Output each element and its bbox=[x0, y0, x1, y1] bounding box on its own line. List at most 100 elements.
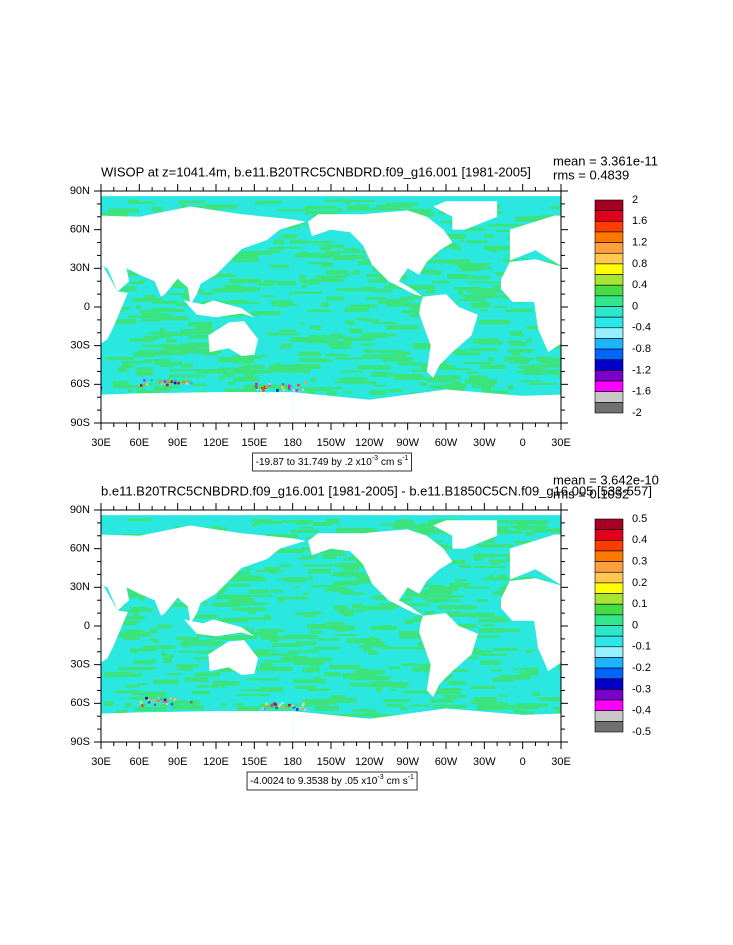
field-patch bbox=[375, 687, 383, 692]
field-patch bbox=[372, 714, 405, 718]
field-patch bbox=[426, 377, 455, 383]
lat-label: 90N bbox=[70, 504, 90, 516]
field-patch bbox=[342, 248, 355, 251]
field-patch bbox=[325, 588, 348, 592]
field-patch bbox=[143, 294, 156, 298]
speckle bbox=[4, 560, 7, 563]
field-patch bbox=[517, 522, 528, 526]
speckle bbox=[6, 698, 9, 701]
field-patch bbox=[350, 304, 378, 308]
land bbox=[509, 215, 561, 266]
field-patch bbox=[392, 524, 424, 529]
field-patch bbox=[330, 695, 346, 699]
speckle bbox=[295, 389, 298, 392]
speckle bbox=[4, 240, 7, 243]
field-patch bbox=[473, 565, 507, 569]
field-patch bbox=[236, 693, 270, 697]
speckle bbox=[17, 565, 20, 568]
lon-label: 90E bbox=[168, 756, 188, 768]
field-patch bbox=[320, 275, 347, 278]
field-patch bbox=[480, 309, 488, 312]
field-patch bbox=[405, 592, 432, 598]
land bbox=[500, 578, 561, 672]
speckle bbox=[189, 700, 193, 704]
speckle bbox=[0, 254, 1, 257]
land bbox=[668, 321, 718, 356]
speckle bbox=[0, 246, 3, 249]
field-patch bbox=[266, 332, 299, 336]
field-patch bbox=[420, 346, 433, 350]
speckle bbox=[18, 237, 21, 240]
speckle bbox=[261, 386, 264, 390]
field-patch bbox=[254, 521, 283, 525]
field-patch bbox=[326, 269, 349, 275]
range-text: -4.0024 to 9.3538 by .05 x10 bbox=[250, 776, 378, 787]
field-patch bbox=[476, 544, 497, 548]
field-patch bbox=[325, 518, 340, 524]
field-patch bbox=[234, 702, 244, 706]
field-patch bbox=[280, 343, 292, 348]
lon-label: 120E bbox=[203, 756, 229, 768]
field-patch bbox=[295, 291, 302, 294]
field-patch bbox=[491, 616, 506, 621]
lat-label: 30N bbox=[70, 581, 90, 593]
speckle bbox=[6, 240, 9, 243]
land bbox=[644, 620, 714, 637]
range-exp: -3 bbox=[377, 774, 383, 781]
field-patch bbox=[189, 614, 216, 619]
field-patch bbox=[411, 369, 433, 372]
field-patch bbox=[524, 667, 539, 673]
field-patch bbox=[337, 207, 343, 213]
field-patch bbox=[202, 601, 208, 606]
field-patch bbox=[488, 628, 522, 633]
field-patch bbox=[256, 628, 283, 632]
lat-label: 30N bbox=[70, 262, 90, 274]
field-patch bbox=[319, 247, 331, 251]
field-patch bbox=[345, 713, 373, 717]
field-patch bbox=[308, 700, 326, 706]
field-patch bbox=[413, 344, 423, 350]
colorbar-box bbox=[594, 603, 624, 616]
field-patch bbox=[160, 327, 165, 332]
lon-label: 60E bbox=[130, 756, 150, 768]
field-patch bbox=[492, 530, 523, 535]
field-patch bbox=[480, 293, 492, 296]
field-patch bbox=[514, 357, 534, 361]
field-patch bbox=[481, 624, 495, 627]
field-patch bbox=[115, 690, 141, 694]
field-patch bbox=[352, 708, 376, 712]
speckle bbox=[259, 388, 263, 392]
field-patch bbox=[129, 648, 139, 654]
speckle bbox=[139, 700, 143, 704]
field-patch bbox=[167, 673, 182, 676]
field-patch bbox=[411, 667, 423, 672]
speckle bbox=[14, 565, 16, 568]
field-patch bbox=[417, 526, 434, 531]
field-patch bbox=[452, 262, 462, 266]
field-patch bbox=[146, 608, 153, 613]
field-patch bbox=[340, 570, 358, 576]
speckle bbox=[61, 709, 64, 712]
speckle bbox=[278, 703, 282, 707]
field-patch bbox=[287, 650, 320, 653]
field-patch bbox=[283, 656, 308, 661]
field-patch bbox=[403, 587, 411, 591]
field-patch bbox=[371, 289, 376, 292]
speckle bbox=[163, 380, 166, 383]
speckle bbox=[97, 708, 100, 711]
field-patch bbox=[313, 646, 341, 650]
field-patch bbox=[389, 283, 407, 289]
field-patch bbox=[308, 688, 314, 692]
field-patch bbox=[514, 709, 525, 714]
field-patch bbox=[298, 351, 321, 357]
speckle bbox=[38, 704, 41, 707]
speckle bbox=[174, 697, 178, 701]
speckle bbox=[66, 705, 69, 708]
field-patch bbox=[261, 295, 275, 298]
field-patch bbox=[476, 705, 503, 711]
field-patch bbox=[150, 659, 157, 663]
field-patch bbox=[385, 202, 412, 208]
field-patch bbox=[178, 200, 205, 204]
field-patch bbox=[233, 376, 260, 382]
colorbar-box bbox=[594, 550, 624, 562]
